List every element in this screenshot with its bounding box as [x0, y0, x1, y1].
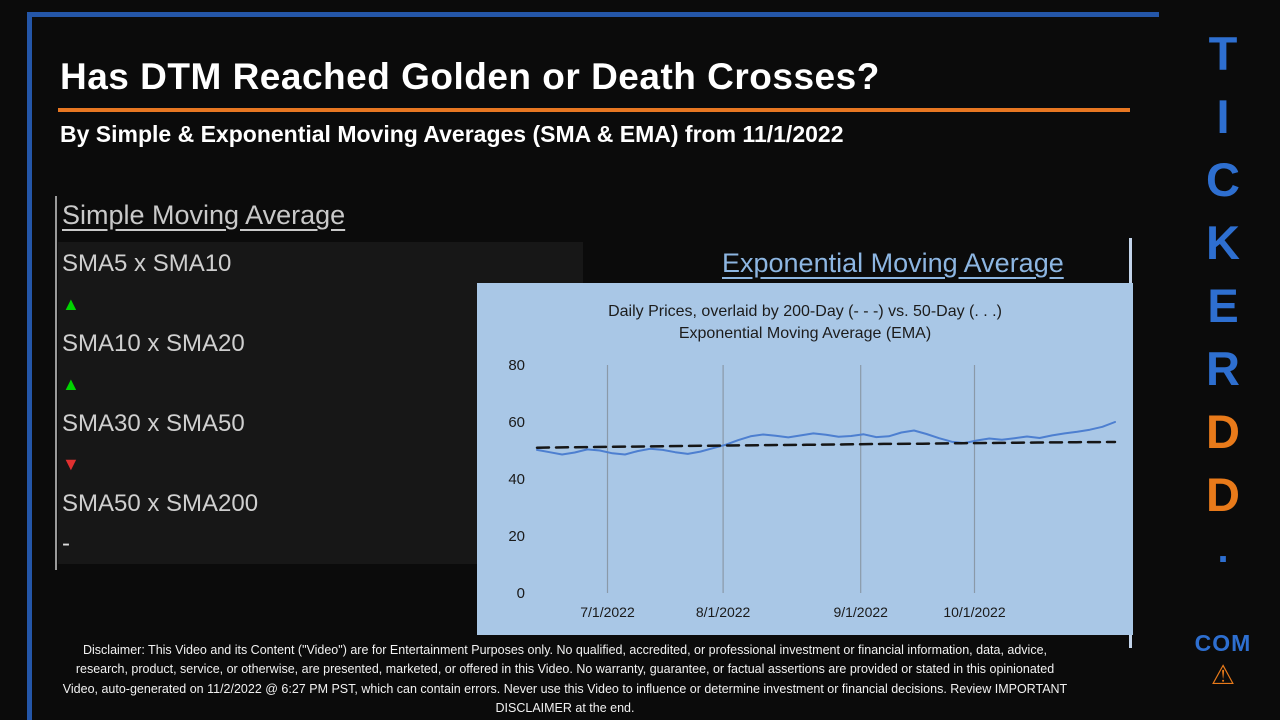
watermark-letter: D: [1206, 468, 1240, 521]
ema-chart-plot: 7/1/2022 8/1/2022 9/1/2022 10/1/2022 0 20 40 60…: [508, 357, 1117, 620]
sma-pair-label: SMA50 x SMA200: [62, 490, 259, 517]
list-item: SMA5 x SMA10 ▲: [62, 244, 258, 324]
page-title: Has DTM Reached Golden or Death Crosses?: [60, 56, 880, 97]
sma-pair-label: SMA30 x SMA50: [62, 410, 245, 437]
watermark-letter: T: [1208, 27, 1238, 80]
up-triangle-icon: ▲: [62, 294, 80, 314]
watermark-letter: I: [1216, 90, 1230, 143]
chart-title-line1: Daily Prices, overlaid by 200-Day (- - -…: [608, 303, 1002, 320]
warning-icon: ⚠: [1210, 660, 1236, 690]
watermark-letter: K: [1206, 216, 1240, 269]
no-cross-dash: -: [62, 530, 70, 557]
svg-text:8/1/2022: 8/1/2022: [696, 604, 751, 620]
svg-text:9/1/2022: 9/1/2022: [833, 604, 888, 620]
list-item: SMA50 x SMA200 -: [62, 484, 258, 564]
svg-text:80: 80: [508, 357, 525, 374]
svg-text:7/1/2022: 7/1/2022: [580, 604, 635, 620]
sma-crossover-list: SMA5 x SMA10 ▲ SMA10 x SMA20 ▲ SMA30 x S…: [62, 244, 258, 564]
up-triangle-icon: ▲: [62, 374, 80, 394]
down-triangle-icon: ▼: [62, 454, 80, 474]
sma-heading: Simple Moving Average: [62, 200, 346, 230]
disclaimer-text: Disclaimer: This Video and its Content (…: [62, 643, 1068, 716]
sma-left-rule: [55, 196, 57, 570]
list-item: SMA30 x SMA50 ▼: [62, 404, 258, 484]
left-border-line: [27, 12, 32, 720]
watermark-com: COM: [1194, 630, 1252, 656]
sma-pair-label: SMA5 x SMA10: [62, 250, 232, 277]
svg-text:40: 40: [508, 471, 525, 488]
svg-text:60: 60: [508, 414, 525, 431]
watermark-letter: D: [1206, 405, 1240, 458]
watermark-dot: .: [1217, 527, 1229, 571]
tickerdd-watermark: T I C K E R D D . COM ⚠: [1176, 22, 1270, 692]
svg-text:20: 20: [508, 528, 525, 545]
svg-text:0: 0: [517, 585, 525, 602]
watermark-letter: E: [1207, 279, 1239, 332]
svg-text:10/1/2022: 10/1/2022: [943, 604, 1005, 620]
title-underline: [58, 108, 1130, 112]
ema-chart: Daily Prices, overlaid by 200-Day (- - -…: [477, 283, 1133, 635]
sma-pair-label: SMA10 x SMA20: [62, 330, 245, 357]
watermark-letter: C: [1206, 153, 1240, 206]
ema-heading: Exponential Moving Average: [722, 248, 1064, 278]
watermark-letter: R: [1206, 342, 1240, 395]
page-subtitle: By Simple & Exponential Moving Averages …: [60, 121, 844, 147]
top-border-line: [27, 12, 1159, 17]
list-item: SMA10 x SMA20 ▲: [62, 324, 258, 404]
chart-title: Daily Prices, overlaid by 200-Day (- - -…: [477, 283, 1133, 345]
chart-title-line2: Exponential Moving Average (EMA): [678, 325, 932, 342]
